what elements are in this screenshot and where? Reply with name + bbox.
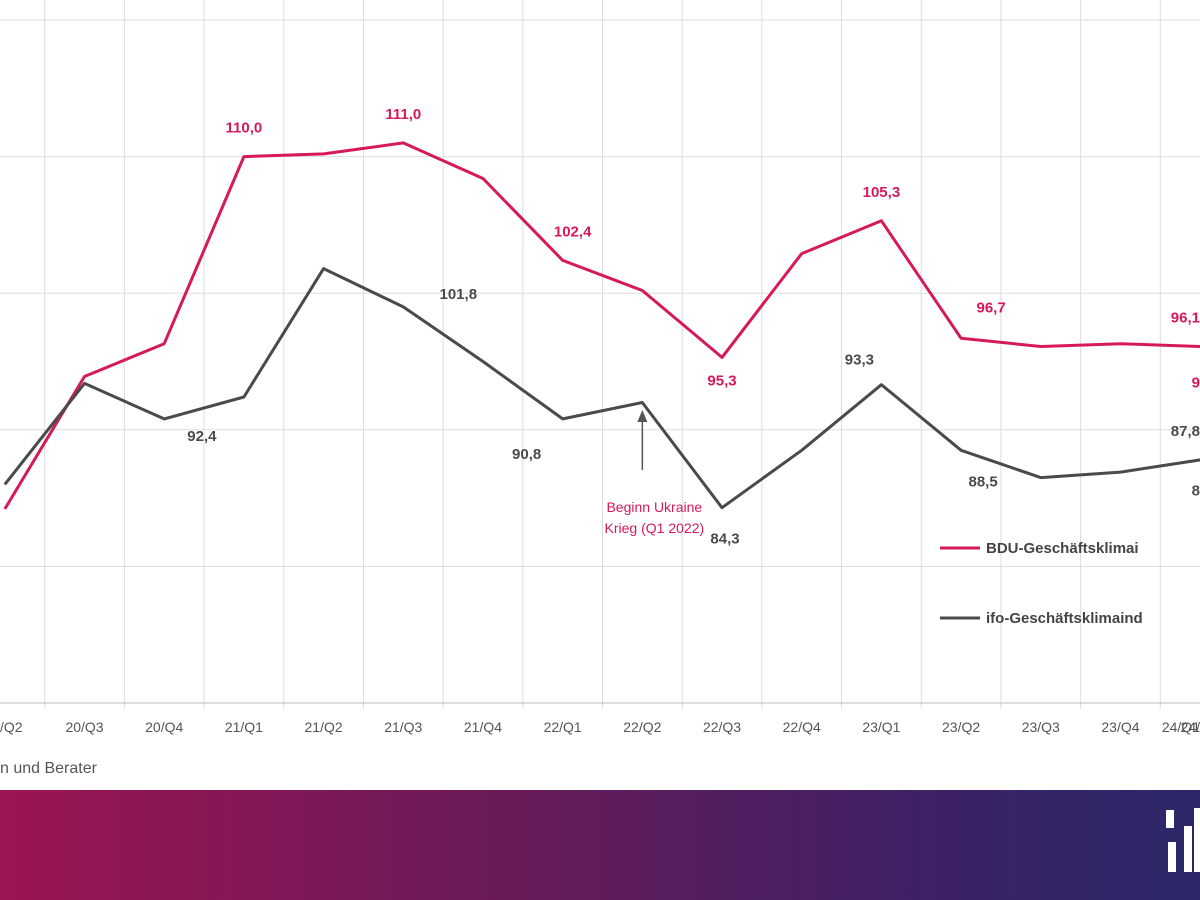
chart-lines — [3, 141, 1200, 510]
ifo-series-line — [3, 267, 1200, 510]
x-tick-label: 21/Q3 — [384, 719, 422, 735]
ukraine-war-annotation: Beginn Ukraine Krieg (Q1 2022) — [605, 410, 705, 536]
bdu-data-label: 102,4 — [554, 223, 592, 240]
ifo-data-label: 84,3 — [710, 531, 739, 548]
bdu-data-label: 9 — [1192, 374, 1200, 391]
x-tick-label: 23/Q4 — [1101, 719, 1139, 735]
ifo-data-label: 8 — [1192, 483, 1200, 500]
annotation-arrow-head-icon — [637, 410, 648, 422]
ifo-data-label: 88,5 — [968, 473, 997, 490]
bdu-data-label: 111,0 — [385, 106, 421, 123]
x-tick-label: 22/Q2 — [623, 719, 661, 735]
bdu-data-label: 96,7 — [976, 299, 1005, 316]
x-tick-label: 21/Q1 — [225, 719, 263, 735]
x-tick-label: 24/Q1 — [1162, 719, 1200, 735]
x-tick-label: 20/Q4 — [145, 719, 183, 735]
x-axis: /Q2 20/Q3 20/Q4 21/Q1 21/Q2 21/Q3 21/Q4 22/Q1 22… — [0, 702, 1200, 735]
x-tick-label: 21/Q4 — [464, 719, 502, 735]
ifo-data-label: 90,8 — [512, 446, 541, 463]
annotation-line-1: Beginn Ukraine — [606, 499, 702, 515]
x-tick-label: 23/Q2 — [942, 719, 980, 735]
x-tick-label: 23/Q3 — [1022, 719, 1060, 735]
annotation-line-2: Krieg (Q1 2022) — [605, 520, 705, 536]
chart-grid — [0, 0, 1200, 709]
x-tick-label: 24/ — [1181, 719, 1200, 735]
x-tick-label: 21/Q2 — [305, 719, 343, 735]
bdu-data-label: 105,3 — [863, 184, 901, 201]
source-note: n und Berater — [0, 760, 97, 777]
ifo-data-label: 101,8 — [440, 286, 478, 303]
data-labels: 110,0 111,0 102,4 95,3 105,3 96,7 96,1 9 92,4 101… — [187, 106, 1200, 548]
ifo-data-label: 87,8 — [1171, 423, 1200, 440]
x-tick-label: 20/Q3 — [65, 719, 103, 735]
ifo-data-label: 92,4 — [187, 428, 217, 445]
x-tick-label: 22/Q4 — [783, 719, 821, 735]
brand-logo-icon — [1166, 808, 1200, 872]
bdu-series-line — [3, 141, 1200, 510]
bdu-data-label: 95,3 — [707, 372, 736, 389]
footer-band — [0, 790, 1200, 900]
ifo-data-label: 93,3 — [845, 352, 874, 369]
legend-label-bdu: BDU-Geschäftsklimai — [986, 540, 1139, 557]
bdu-data-label: 110,0 — [226, 120, 263, 137]
bdu-data-label: 96,1 — [1171, 309, 1200, 326]
x-tick-label: 23/Q1 — [862, 719, 900, 735]
line-chart: /Q2 20/Q3 20/Q4 21/Q1 21/Q2 21/Q3 21/Q4 22/Q1 22… — [0, 0, 1200, 735]
legend: BDU-Geschäftsklimai ifo-Geschäftsklimaind — [940, 540, 1143, 627]
x-tick-label: /Q2 — [0, 719, 23, 735]
x-tick-label: 22/Q1 — [544, 719, 582, 735]
x-tick-label: 22/Q3 — [703, 719, 741, 735]
legend-label-ifo: ifo-Geschäftsklimaind — [986, 610, 1143, 627]
